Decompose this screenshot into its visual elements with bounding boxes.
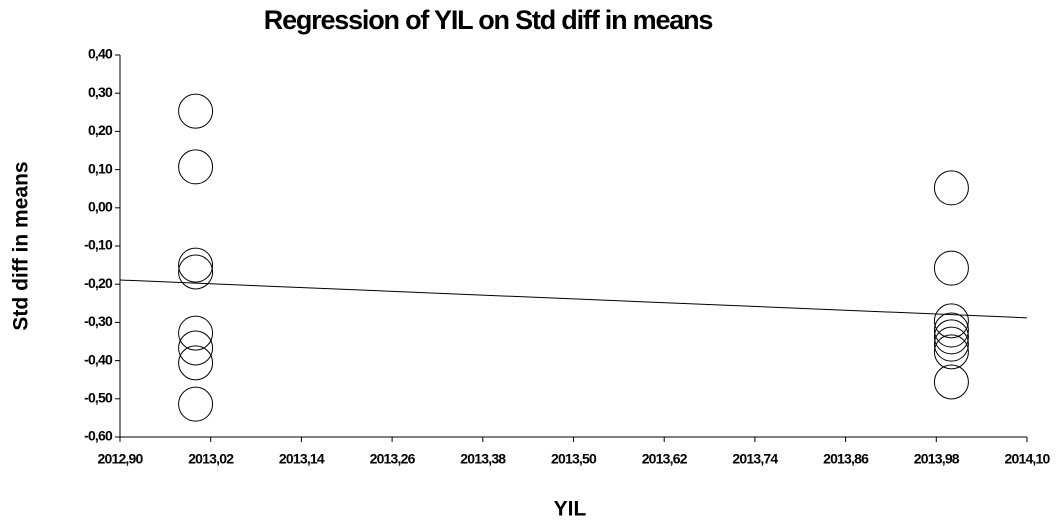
- point: [933, 312, 969, 348]
- y-tick-label: 0,30: [88, 84, 113, 100]
- point: [933, 319, 969, 355]
- x-tick-label: 2012,90: [97, 451, 143, 467]
- x-tick-label: 2013,38: [460, 451, 506, 467]
- point: [933, 303, 969, 339]
- point: [933, 334, 969, 370]
- y-tick-label: -0,10: [84, 237, 113, 253]
- x-tick-label: 2013,26: [370, 451, 416, 467]
- y-tick-label: -0,40: [84, 351, 113, 367]
- y-tick-label: 0,10: [88, 160, 113, 176]
- point: [178, 330, 214, 366]
- x-tick-label: 2013,98: [914, 451, 960, 467]
- y-tick-label: 0,40: [88, 46, 113, 62]
- point: [178, 315, 214, 351]
- x-axis-label: YIL: [554, 498, 587, 521]
- point: [178, 149, 214, 185]
- y-tick-label: -0,50: [84, 390, 113, 406]
- x-tick-label: 2014,10: [1004, 451, 1050, 467]
- x-tick-label: 2013,62: [642, 451, 688, 467]
- x-tick-label: 2013,02: [188, 451, 234, 467]
- x-tick-label: 2013,86: [823, 451, 869, 467]
- y-tick-label: -0,60: [84, 428, 113, 444]
- point: [933, 326, 969, 362]
- y-tick-label: 0,20: [88, 122, 113, 138]
- regression-line: [119, 279, 1028, 319]
- x-tick-label: 2013,50: [551, 451, 597, 467]
- y-tick-label: 0,00: [88, 199, 113, 215]
- y-axis-label: Std diff in means: [10, 161, 33, 330]
- x-tick-label: 2013,14: [279, 451, 325, 467]
- point: [178, 345, 214, 381]
- x-tick-label: 2013,74: [732, 451, 778, 467]
- point: [933, 250, 969, 286]
- y-tick-label: -0,20: [84, 275, 113, 291]
- point: [178, 386, 214, 422]
- y-tick-label: -0,30: [84, 313, 113, 329]
- point: [178, 93, 214, 129]
- chart-title: Regression of YIL on Std diff in means: [264, 5, 713, 35]
- point: [933, 170, 969, 206]
- point: [933, 364, 969, 400]
- point: [178, 254, 214, 290]
- point: [178, 247, 214, 283]
